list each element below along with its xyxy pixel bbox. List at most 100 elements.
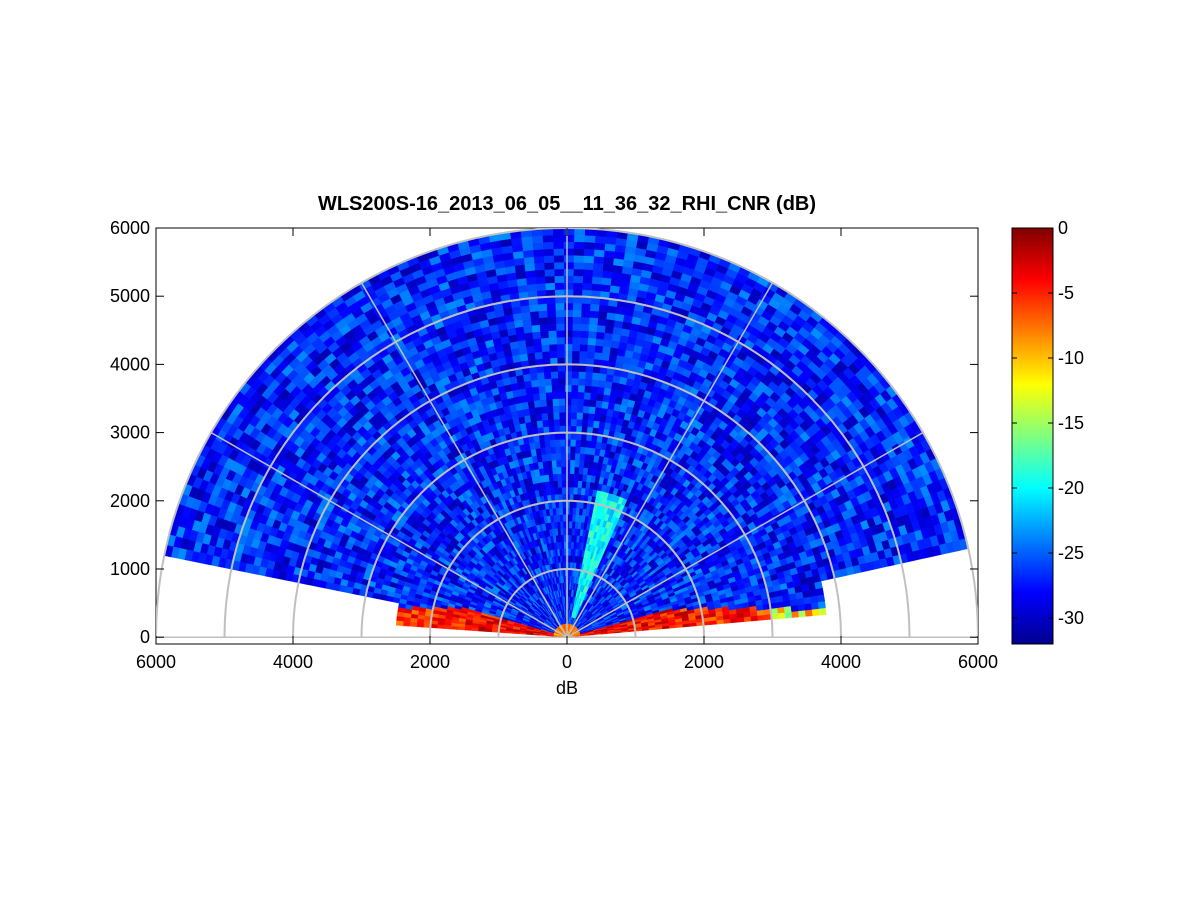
cnr-cell [573,268,584,277]
cnr-cell [533,399,541,408]
cnr-cell [579,343,588,352]
cnr-cell [568,521,573,529]
cnr-cell [540,337,550,346]
cnr-cell [554,439,561,447]
cnr-cell [558,391,566,399]
cnr-cell [565,439,571,447]
cnr-cell [552,412,560,420]
cnr-cell [602,394,611,403]
cnr-cell [804,602,813,611]
cnr-cell [568,534,572,543]
cnr-cell [543,371,552,380]
cnr-cell [579,337,589,345]
cnr-cell [573,255,584,263]
cnr-cell [544,275,555,284]
cnr-cell [570,418,577,427]
cnr-cell [604,243,616,252]
cnr-cell [553,268,564,277]
cnr-cell [598,372,607,382]
cnr-cell [538,317,549,325]
cnr-cell [549,439,556,448]
cnr-cell [572,507,577,515]
cnr-cell [583,385,592,394]
cnr-cell [562,507,567,515]
cnr-cell [561,480,566,488]
cnr-cell [526,283,537,292]
cnr-cell [547,330,557,338]
cnr-cell [533,344,543,353]
cnr-cell [571,514,576,522]
cnr-cell [534,269,546,278]
cnr-cell [564,405,572,413]
cnr-cell [560,459,566,468]
cnr-cell [582,405,590,414]
cnr-cell [531,331,541,340]
cnr-cell [537,303,548,312]
cnr-cell [578,460,585,468]
cnr-cell [564,343,573,351]
cnr-cell [520,311,531,321]
cnr-cell [557,377,566,386]
cnr-cell [580,309,591,318]
cnr-cell [555,446,561,454]
cnr-cell [784,611,793,619]
cnr-cell [582,412,589,421]
cnr-cell [564,364,573,372]
cnr-cell [544,385,553,393]
cnr-cell [564,357,573,365]
cnr-cell [551,466,558,475]
cnr-cell [564,425,571,433]
cnr-cell [545,391,553,400]
cnr-cell [574,446,581,454]
cnr-cell [581,303,591,311]
cnr-cell [538,392,547,401]
cnr-cell [603,332,613,341]
cnr-cell [817,600,826,609]
cnr-cell [563,302,574,311]
cnr-cell [556,350,565,358]
cnr-cell [569,459,576,468]
cnr-cell [524,270,536,279]
cnr-cell [532,338,542,347]
cnr-cell [563,248,575,256]
cnr-cell [555,302,565,311]
cnr-cell [544,268,555,277]
cnr-cell [595,331,605,340]
cnr-cell [563,275,574,283]
cnr-cell [562,514,567,522]
cnr-cell [582,275,593,284]
cnr-cell [571,377,579,386]
cnr-cell [569,452,576,461]
cnr-cell [553,248,564,256]
cnr-cell [536,371,545,380]
cnr-cell [570,411,578,420]
cnr-cell [557,370,565,379]
cnr-cell [569,486,574,495]
cnr-cell [576,418,583,427]
cnr-cell [593,242,606,251]
cnr-cell [577,384,585,393]
cnr-cell [575,439,582,447]
cnr-cell [582,269,594,277]
cnr-cell [593,351,603,360]
cnr-cell [564,323,573,331]
cnr-cell [563,296,574,304]
cnr-cell [546,405,554,414]
cnr-cell [558,507,563,515]
cnr-cell [525,345,535,354]
cnr-cell [591,378,599,387]
cnr-cell [602,339,612,348]
cnr-cell [555,316,565,324]
cnr-cell [553,418,560,427]
cnr-cell [522,249,534,258]
cnr-cell [573,234,585,243]
cnr-cell [526,352,536,361]
cnr-cell [588,406,596,415]
cnr-cell [579,453,585,461]
cnr-cell [556,473,562,481]
cnr-cell [580,323,590,332]
cnr-cell [550,453,557,461]
cnr-cell [522,325,533,334]
cnr-cell [572,275,584,284]
